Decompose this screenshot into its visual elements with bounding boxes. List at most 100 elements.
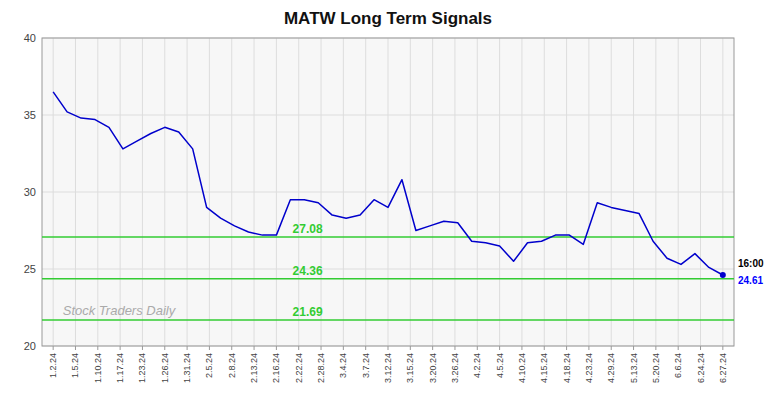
x-tick bbox=[410, 346, 411, 350]
plot-area bbox=[42, 38, 734, 346]
x-tick-label: 3.15.24 bbox=[405, 353, 415, 383]
x-tick-label: 3.4.24 bbox=[338, 353, 348, 378]
x-tick bbox=[655, 346, 656, 350]
last-point bbox=[720, 272, 726, 278]
last-time-label: 16:00 bbox=[738, 258, 764, 269]
grid-line-x bbox=[655, 38, 656, 346]
level-label: 24.36 bbox=[293, 264, 323, 278]
x-tick bbox=[700, 346, 701, 350]
y-tick-label: 20 bbox=[24, 340, 36, 352]
x-tick bbox=[53, 346, 54, 350]
x-tick bbox=[566, 346, 567, 350]
x-tick-label: 5.13.24 bbox=[629, 353, 639, 383]
x-tick bbox=[678, 346, 679, 350]
x-tick-label: 4.5.24 bbox=[495, 353, 505, 378]
marks bbox=[42, 92, 734, 320]
grid-line-x bbox=[321, 38, 322, 346]
x-tick-label: 4.29.24 bbox=[606, 353, 616, 383]
x-tick-label: 1.2.24 bbox=[48, 353, 58, 378]
grid-line-x bbox=[298, 38, 299, 346]
x-tick bbox=[209, 346, 210, 350]
x-tick-label: 3.12.24 bbox=[383, 353, 393, 383]
level-line bbox=[42, 319, 734, 321]
grid-line-x bbox=[544, 38, 545, 346]
x-tick-label: 1.31.24 bbox=[182, 353, 192, 383]
grid-line-x bbox=[388, 38, 389, 346]
x-tick-label: 6.6.24 bbox=[673, 353, 683, 378]
x-tick bbox=[343, 346, 344, 350]
grid-line-x bbox=[499, 38, 500, 346]
x-tick bbox=[120, 346, 121, 350]
x-tick-label: 3.20.24 bbox=[428, 353, 438, 383]
x-tick bbox=[722, 346, 723, 350]
grid-line-x bbox=[276, 38, 277, 346]
watermark: Stock Traders Daily bbox=[63, 303, 177, 318]
y-tick-label: 25 bbox=[24, 263, 36, 275]
y-tick-label: 35 bbox=[24, 109, 36, 121]
grid-line-x bbox=[164, 38, 165, 346]
x-tick bbox=[298, 346, 299, 350]
chart: 1.2.241.5.241.10.241.17.241.23.241.26.24… bbox=[0, 0, 784, 398]
y-tick-label: 30 bbox=[24, 186, 36, 198]
x-tick-label: 4.23.24 bbox=[584, 353, 594, 383]
level-label: 27.08 bbox=[293, 222, 323, 236]
x-tick bbox=[97, 346, 98, 350]
grid-line-x bbox=[566, 38, 567, 346]
grid-line-x bbox=[700, 38, 701, 346]
grid-line-x bbox=[678, 38, 679, 346]
x-tick bbox=[75, 346, 76, 350]
price-line bbox=[53, 92, 723, 275]
grid-line-x bbox=[53, 38, 54, 346]
x-tick-label: 3.26.24 bbox=[450, 353, 460, 383]
grid-line-x bbox=[410, 38, 411, 346]
x-tick bbox=[611, 346, 612, 350]
x-tick bbox=[164, 346, 165, 350]
x-tick-label: 4.10.24 bbox=[517, 353, 527, 383]
grid-line-x bbox=[432, 38, 433, 346]
grid-line-x bbox=[343, 38, 344, 346]
x-tick-label: 6.27.24 bbox=[718, 353, 728, 383]
x-tick-label: 6.24.24 bbox=[696, 353, 706, 383]
plot-frame bbox=[42, 38, 734, 346]
x-tick-label: 2.28.24 bbox=[316, 353, 326, 383]
x-tick-label: 2.8.24 bbox=[227, 353, 237, 378]
grid-line-x bbox=[187, 38, 188, 346]
grid-line-x bbox=[120, 38, 121, 346]
x-tick bbox=[254, 346, 255, 350]
grid-line-x bbox=[454, 38, 455, 346]
grid-line-x bbox=[231, 38, 232, 346]
grid-line-x bbox=[633, 38, 634, 346]
grid-line-x bbox=[254, 38, 255, 346]
grid-line-x bbox=[521, 38, 522, 346]
x-tick-label: 1.23.24 bbox=[137, 353, 147, 383]
grid bbox=[42, 38, 734, 346]
grid-line-x bbox=[477, 38, 478, 346]
x-tick bbox=[142, 346, 143, 350]
x-tick-label: 4.18.24 bbox=[562, 353, 572, 383]
x-tick-label: 2.22.24 bbox=[294, 353, 304, 383]
level-label: 21.69 bbox=[293, 305, 323, 319]
x-tick bbox=[432, 346, 433, 350]
x-tick bbox=[276, 346, 277, 350]
x-tick bbox=[633, 346, 634, 350]
x-tick-label: 1.10.24 bbox=[93, 353, 103, 383]
last-price-label: 24.61 bbox=[738, 275, 763, 286]
level-line bbox=[42, 278, 734, 280]
x-tick-label: 2.13.24 bbox=[249, 353, 259, 383]
x-tick-label: 5.20.24 bbox=[651, 353, 661, 383]
grid-line-x bbox=[209, 38, 210, 346]
x-tick-label: 2.16.24 bbox=[271, 353, 281, 383]
x-tick-label: 3.7.24 bbox=[361, 353, 371, 378]
x-tick bbox=[321, 346, 322, 350]
grid-line-x bbox=[365, 38, 366, 346]
level-line bbox=[42, 236, 734, 238]
x-tick bbox=[454, 346, 455, 350]
grid-line-x bbox=[75, 38, 76, 346]
x-tick bbox=[521, 346, 522, 350]
x-tick-label: 1.5.24 bbox=[70, 353, 80, 378]
x-tick-label: 4.15.24 bbox=[539, 353, 549, 383]
grid-line-x bbox=[97, 38, 98, 346]
y-axis: 2025303540 bbox=[24, 32, 36, 352]
x-tick bbox=[388, 346, 389, 350]
title: MATW Long Term Signals bbox=[284, 9, 492, 28]
